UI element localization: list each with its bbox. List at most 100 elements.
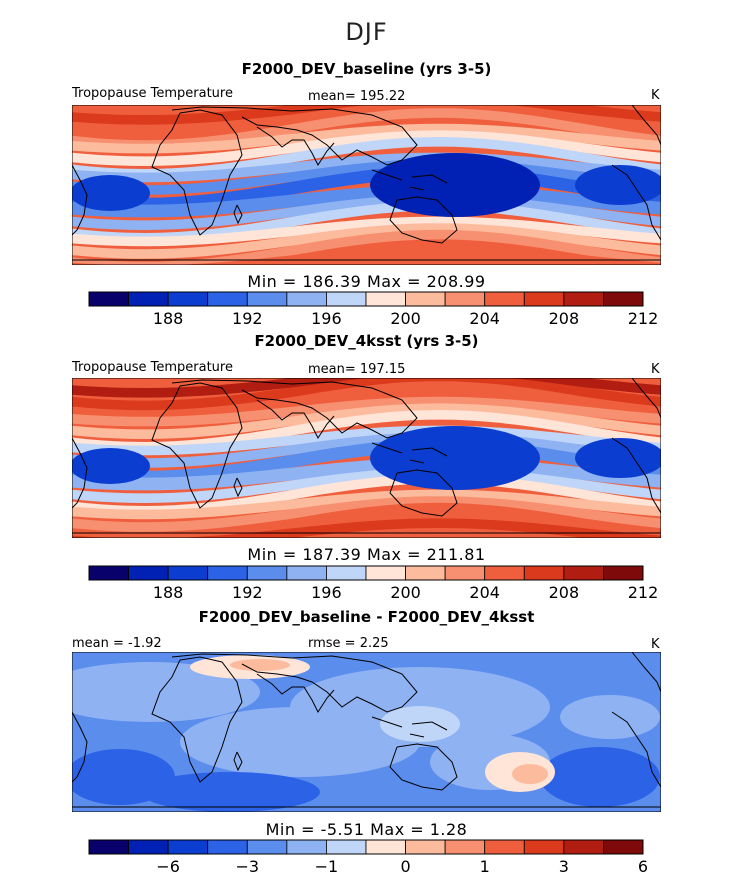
contour-blob	[230, 659, 290, 671]
colorbar-tick-label: 188	[153, 583, 184, 602]
contour-blob	[72, 662, 260, 722]
colorbar-tick-label: −6	[156, 857, 180, 876]
colorbar-swatch	[207, 565, 248, 581]
coastline	[409, 459, 425, 464]
contour-band	[72, 378, 661, 411]
colorbar-swatch	[365, 839, 406, 855]
colorbar-tick-label: 6	[638, 857, 648, 876]
coastline	[233, 477, 243, 498]
colorbar-swatch	[563, 291, 604, 307]
coastline	[411, 174, 448, 184]
colorbar-swatch	[286, 839, 327, 855]
coastline	[233, 751, 243, 772]
colorbar-swatch	[365, 291, 406, 307]
cold-region	[575, 165, 661, 205]
coastline	[233, 204, 243, 225]
colorbar-tick-label: 200	[390, 309, 421, 328]
coastline	[151, 382, 243, 509]
coastline	[389, 196, 458, 244]
coastline	[409, 733, 425, 738]
colorbar-tick-label: 208	[549, 309, 580, 328]
contour-band	[72, 201, 661, 243]
colorbar-swatch	[88, 565, 129, 581]
map-panel-1	[72, 105, 661, 265]
colorbar-swatch	[128, 565, 169, 581]
contour-band	[72, 403, 661, 439]
cold-region	[575, 438, 661, 478]
contour-band	[72, 474, 661, 516]
contour-band	[72, 108, 661, 150]
contour-band	[72, 396, 661, 427]
colorbar-tick-label: −1	[315, 857, 339, 876]
cold-region	[72, 175, 150, 211]
coastline	[389, 469, 458, 517]
contour-band	[72, 152, 661, 183]
contour-band	[72, 105, 661, 125]
panel-2-units: K	[651, 362, 660, 377]
colorbar-tick-label: 212	[628, 583, 659, 602]
colorbar-swatch	[207, 839, 248, 855]
contour-blob	[512, 764, 548, 784]
coastline	[611, 164, 661, 241]
colorbar-swatch	[523, 839, 565, 855]
coastline	[72, 437, 88, 509]
colorbar-swatch	[167, 565, 209, 581]
panel-3-rmse: rmse = 2.25	[308, 636, 389, 651]
colorbar-tick-label: 208	[549, 583, 580, 602]
coastline	[72, 711, 88, 783]
contour-band	[72, 502, 661, 538]
panel-2-minmax: Min = 187.39 Max = 211.81	[247, 545, 486, 564]
colorbar-swatch	[523, 565, 565, 581]
contour-band	[72, 229, 661, 265]
colorbar-swatch	[405, 291, 446, 307]
colorbar-tick-label: −3	[236, 857, 260, 876]
panel-2-field-label: Tropopause Temperature	[72, 360, 233, 375]
colorbar-swatch	[523, 291, 565, 307]
coastline	[256, 126, 335, 167]
colorbar-swatch	[128, 291, 169, 307]
panel-2-mean: mean= 197.15	[308, 362, 406, 377]
colorbar-2: 188 192 196 200 204 208 212	[88, 565, 659, 602]
coastline	[151, 656, 243, 783]
contour-band	[72, 489, 661, 520]
coastline	[256, 399, 335, 440]
panel-1-units: K	[651, 88, 660, 103]
colorbar-swatch	[286, 291, 327, 307]
colorbar-swatch	[484, 291, 525, 307]
colorbar-tick-label: 192	[232, 583, 263, 602]
colorbar-swatch	[603, 565, 644, 581]
contour-band	[72, 245, 661, 265]
colorbar-tick-label: 204	[469, 583, 500, 602]
coastline	[72, 164, 88, 236]
colorbar-swatch	[128, 839, 169, 855]
colorbar-swatch	[246, 839, 288, 855]
contour-band	[72, 378, 661, 398]
panel-1-mean: mean= 195.22	[308, 89, 406, 104]
coastline	[409, 186, 425, 191]
contour-blob	[140, 772, 320, 812]
coastline	[151, 109, 243, 236]
colorbar-tick-label: 212	[628, 309, 659, 328]
colorbar-tick-label: 200	[390, 583, 421, 602]
coastline	[371, 442, 403, 454]
coastline	[171, 653, 418, 713]
colorbar-swatch	[207, 291, 248, 307]
contour-blob	[540, 747, 660, 807]
panel-1-field-label: Tropopause Temperature	[72, 86, 233, 101]
cold-region	[72, 448, 150, 484]
colorbar-swatch	[326, 291, 367, 307]
colorbar-swatch	[405, 565, 446, 581]
figure-title: DJF	[345, 18, 388, 46]
colorbar-swatch	[444, 291, 486, 307]
contour-band	[72, 381, 661, 423]
coastline	[631, 105, 661, 146]
coastline	[631, 378, 661, 419]
contour-band	[72, 496, 661, 532]
coastline	[256, 673, 335, 714]
contour-blob	[180, 707, 420, 777]
map-panel-3	[72, 652, 661, 812]
colorbar-swatch	[326, 839, 367, 855]
colorbar-tick-label: 1	[480, 857, 490, 876]
colorbar-frame	[88, 291, 644, 307]
panel-3-mean: mean = -1.92	[72, 636, 162, 651]
